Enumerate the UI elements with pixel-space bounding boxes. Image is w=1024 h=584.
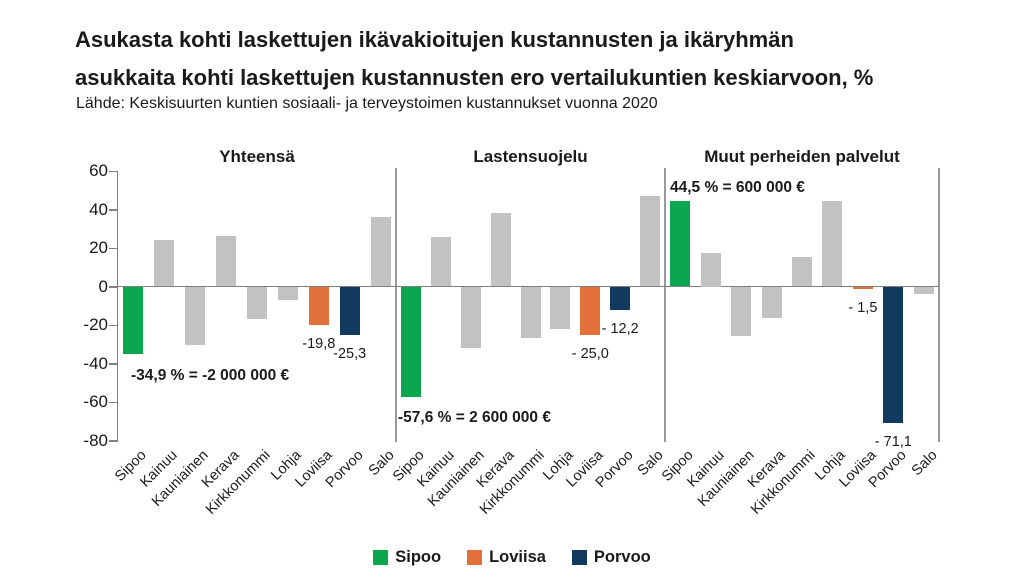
bar-porvoo — [883, 286, 904, 424]
panel-annotation: 44,5 % = 600 000 € — [670, 179, 805, 196]
chart-source: Lähde: Keskisuurten kuntien sosiaali- ja… — [76, 95, 658, 112]
bar-kerava — [761, 286, 782, 319]
bar-kerava — [490, 213, 511, 287]
y-axis-tick-label: -60 — [83, 392, 108, 411]
panel-title: Yhteensä — [219, 147, 295, 166]
y-axis-tick-label: -20 — [83, 315, 108, 334]
chart-title-line1: Asukasta kohti laskettujen ikävakioituje… — [75, 27, 794, 52]
bar-loviisa — [852, 286, 873, 290]
y-axis-tick — [109, 401, 117, 403]
y-axis-tick-label: 60 — [89, 161, 108, 180]
bar-kerava — [216, 236, 237, 287]
panel-separator — [938, 168, 940, 442]
bar-kauniainen — [731, 286, 752, 336]
y-axis-tick — [109, 440, 117, 442]
legend-item-sipoo: Sipoo — [373, 549, 441, 566]
panel-title: Lastensuojelu — [473, 147, 588, 166]
bar-kauniainen — [460, 286, 481, 349]
bar-lohja — [550, 286, 571, 329]
chart-title-line2: asukkaita kohti laskettujen kustannusten… — [75, 65, 874, 90]
legend-swatch-porvoo — [571, 549, 587, 565]
legend-label-porvoo: Porvoo — [593, 548, 651, 566]
zero-line — [665, 285, 939, 288]
panel-separator — [664, 168, 666, 442]
y-axis-tick — [109, 247, 117, 249]
legend-item-loviisa: Loviisa — [467, 549, 546, 566]
legend-label-loviisa: Loviisa — [489, 548, 546, 566]
bar-sipoo — [400, 286, 421, 398]
y-axis-tick-label: -80 — [83, 430, 108, 450]
bar-salo — [370, 217, 391, 287]
y-axis-tick-label: 40 — [89, 199, 108, 219]
panel-annotation: -34,9 % = -2 000 000 € — [131, 367, 290, 384]
bar-sipoo — [123, 286, 144, 354]
bar-kainuu — [700, 252, 721, 287]
y-axis-tick — [109, 324, 117, 326]
bar-kirkkonummi — [792, 256, 812, 287]
bar-lohja — [277, 286, 298, 300]
bar-porvoo — [339, 286, 360, 336]
bar-value-label: - 1,5 — [848, 300, 878, 317]
y-axis-tick — [109, 170, 117, 172]
bar-kauniainen — [185, 286, 206, 346]
bar-value-label: -19,8 — [302, 335, 336, 352]
y-axis-tick — [109, 286, 117, 288]
bar-value-label: -25,3 — [333, 346, 367, 363]
bar-porvoo — [610, 286, 631, 310]
bar-value-label: - 71,1 — [874, 434, 912, 451]
y-axis-tick-label: 20 — [89, 238, 108, 257]
bar-kirkkonummi — [520, 286, 541, 338]
bar-kainuu — [430, 237, 451, 287]
zero-line — [118, 285, 396, 288]
legend-swatch-loviisa — [467, 549, 483, 565]
legend-label-sipoo: Sipoo — [395, 548, 442, 566]
y-axis-tick — [109, 363, 117, 365]
legend-swatch-sipoo — [373, 549, 389, 565]
bar-loviisa — [580, 286, 601, 335]
y-axis-line — [116, 171, 118, 442]
panel-title: Muut perheiden palvelut — [704, 147, 900, 166]
legend: Sipoo Loviisa Porvoo — [0, 549, 1024, 566]
panel-separator — [395, 168, 397, 442]
y-axis-tick-label: 0 — [98, 276, 108, 296]
bar-value-label: - 25,0 — [571, 345, 609, 362]
bar-kirkkonummi — [247, 286, 267, 320]
bar-loviisa — [308, 286, 329, 325]
bar-value-label: - 12,2 — [601, 320, 639, 337]
bar-salo — [640, 196, 661, 287]
bar-lohja — [822, 200, 843, 287]
panel-annotation: -57,6 % = 2 600 000 € — [398, 409, 551, 426]
bar-kainuu — [154, 240, 175, 287]
bar-salo — [913, 286, 934, 295]
legend-item-porvoo: Porvoo — [571, 548, 651, 566]
zero-line — [396, 285, 665, 288]
bar-sipoo — [670, 200, 691, 287]
y-axis-tick — [109, 209, 117, 211]
y-axis-tick-label: -40 — [83, 353, 108, 373]
